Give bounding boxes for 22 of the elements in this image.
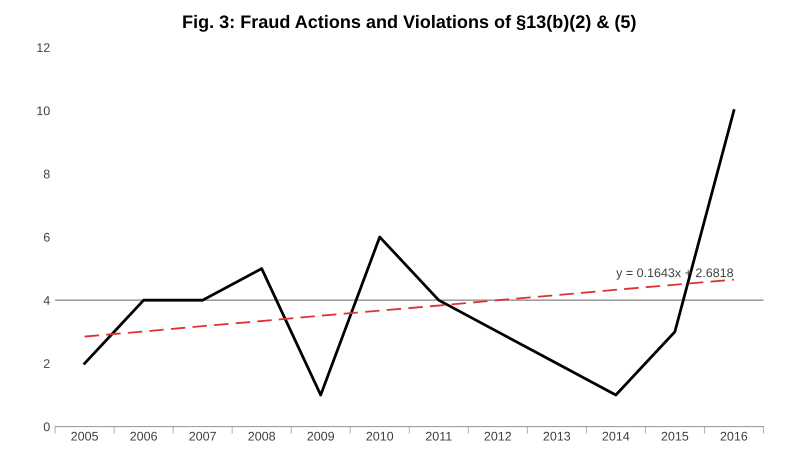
x-tick-label: 2012 [484, 432, 512, 441]
x-tick-label: 2010 [366, 432, 394, 441]
y-tick-label: 12 [37, 43, 50, 52]
x-tick-label: 2015 [662, 432, 688, 441]
x-tick-label: 2013 [544, 432, 570, 441]
y-tick-label: 0 [44, 422, 50, 432]
y-tick-label: 10 [37, 106, 50, 116]
chart-title: Fig. 3: Fraud Actions and Violations of §13(b)(2) & (5) [183, 14, 636, 32]
x-tick-label: 2011 [426, 432, 452, 441]
line-series [83, 109, 736, 396]
x-tick-label: 2009 [307, 432, 334, 441]
x-tick-label: 2008 [248, 432, 276, 441]
line-series [84, 278, 735, 338]
x-tick-label: 2005 [71, 432, 98, 441]
y-tick-label: 2 [44, 359, 50, 368]
x-tick-label: 2016 [720, 432, 748, 441]
x-tick-label: 2007 [189, 432, 216, 441]
x-tick-label: 2006 [130, 432, 157, 441]
y-tick-label: 4 [44, 296, 50, 305]
y-tick-label: 8 [44, 170, 50, 178]
y-tick-label: 6 [44, 232, 50, 242]
x-tick-label: 2014 [602, 432, 630, 441]
